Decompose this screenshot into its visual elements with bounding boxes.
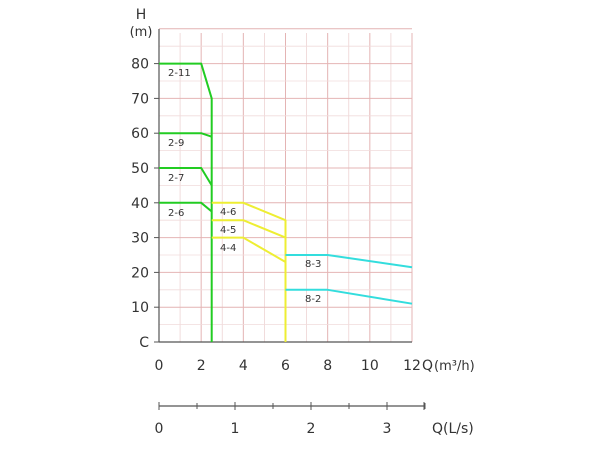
- series-label: 8-3: [305, 259, 321, 270]
- y-axis-unit: (m): [130, 25, 153, 40]
- series-label: 8-2: [305, 294, 321, 305]
- series-line-8-3: [285, 254, 413, 269]
- series-line-4-6: [211, 201, 287, 342]
- x-tick-label: 2: [197, 358, 206, 374]
- series-label: 2-6: [168, 208, 184, 219]
- secondary-x-tick-label: 3: [383, 421, 392, 437]
- secondary-x-tick-label: 2: [307, 421, 316, 437]
- y-axis-title: H: [136, 7, 147, 23]
- y-tick-label: 20: [131, 265, 149, 281]
- secondary-x-tick-label: 1: [231, 421, 240, 437]
- series-label: 4-6: [220, 207, 236, 218]
- x-tick-label: 12: [403, 358, 421, 374]
- x-tick-label: 8: [323, 358, 332, 374]
- y-tick-label: C: [139, 335, 149, 351]
- y-tick-label: 10: [131, 300, 149, 316]
- y-tick-label: 60: [131, 126, 149, 142]
- y-tick-label: 80: [131, 57, 149, 73]
- series-label: 2-7: [168, 173, 184, 184]
- y-tick-label: 50: [131, 161, 149, 177]
- x-tick-label: 0: [155, 358, 164, 374]
- series-line-2-9: [159, 132, 213, 138]
- series-label: 2-9: [168, 138, 184, 149]
- series-label: 4-4: [220, 243, 236, 254]
- series-line-4-5: [211, 219, 286, 239]
- series-line-4-4: [211, 236, 287, 263]
- x-axis-title: Q: [422, 358, 433, 374]
- x-tick-label: 10: [361, 358, 379, 374]
- y-tick-label: 30: [131, 231, 149, 247]
- x-tick-label: 4: [239, 358, 248, 374]
- y-tick-label: 40: [131, 196, 149, 212]
- series-line-2-7: [159, 167, 213, 186]
- series-line-2-6: [159, 201, 213, 213]
- series-line-8-2: [285, 288, 413, 305]
- y-tick-label: 70: [131, 91, 149, 107]
- secondary-x-axis-title: Q(L/s): [432, 421, 474, 437]
- secondary-x-tick-label: 0: [155, 421, 164, 437]
- series-label: 2-11: [168, 68, 191, 79]
- x-tick-label: 6: [281, 358, 290, 374]
- series-label: 4-5: [220, 225, 236, 236]
- x-axis-unit: (m³/h): [434, 359, 475, 374]
